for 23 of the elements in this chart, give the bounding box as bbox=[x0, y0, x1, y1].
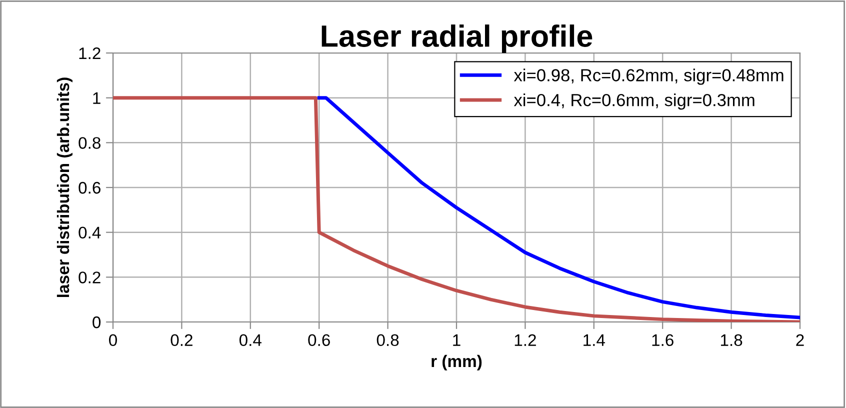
legend-label: xi=0.98, Rc=0.62mm, sigr=0.48mm bbox=[514, 68, 784, 85]
y-axis-title: laser distribution (arb.units) bbox=[56, 78, 72, 297]
x-tick-label: 0.4 bbox=[239, 334, 262, 346]
y-tick-label: 0.2 bbox=[78, 272, 100, 284]
x-tick-label: 0.2 bbox=[170, 334, 192, 346]
x-tick-label: 0.8 bbox=[376, 334, 399, 346]
x-tick-label: 0 bbox=[109, 334, 117, 346]
y-tick-label: 1.2 bbox=[79, 47, 100, 60]
y-tick-label: 0.6 bbox=[78, 182, 100, 194]
y-tick-label: 0.8 bbox=[78, 137, 100, 149]
chart-title: Laser radial profile bbox=[322, 24, 592, 53]
x-tick-label: 1.2 bbox=[514, 334, 536, 346]
y-tick-label: 0 bbox=[92, 316, 101, 328]
x-tick-label: 2 bbox=[796, 334, 804, 346]
legend-label: xi=0.4, Rc=0.6mm, sigr=0.3mm bbox=[514, 93, 754, 110]
y-tick-label: 1 bbox=[93, 92, 100, 104]
x-tick-label: 1.6 bbox=[652, 334, 674, 346]
x-tick-label: 1.4 bbox=[584, 334, 605, 346]
x-tick-label: 1 bbox=[453, 334, 460, 346]
y-tick-label: 0.4 bbox=[78, 226, 101, 239]
x-axis-title: r (mm) bbox=[432, 354, 482, 370]
x-tick-label: 0.6 bbox=[308, 334, 330, 346]
x-tick-label: 1.8 bbox=[720, 334, 742, 346]
